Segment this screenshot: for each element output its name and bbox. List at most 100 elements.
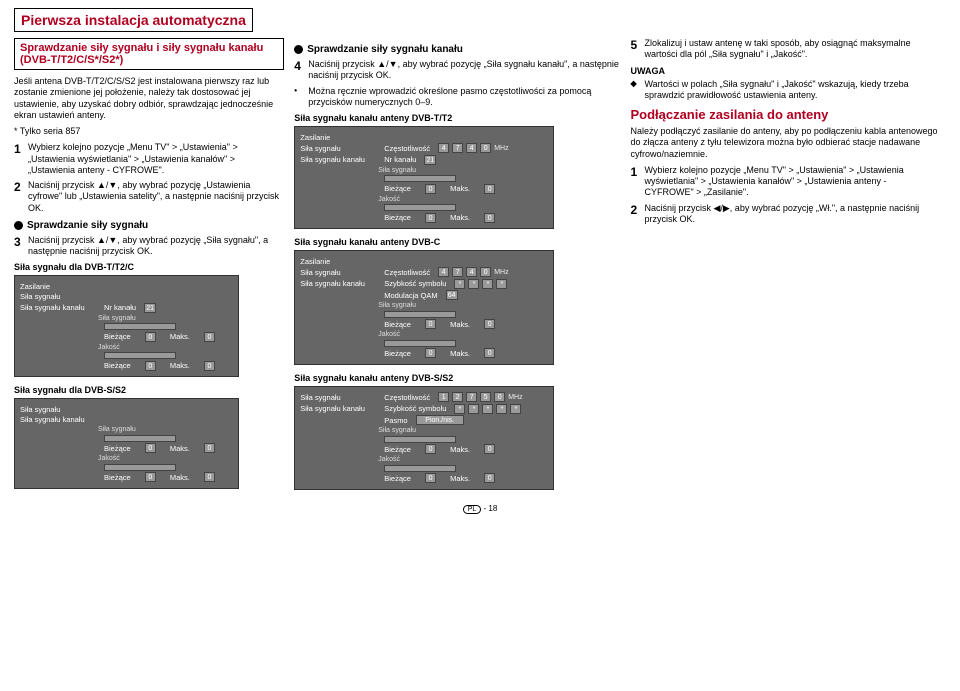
sym-digit: * bbox=[468, 404, 479, 414]
sub-sila: Siła sygnału bbox=[98, 426, 233, 433]
panel-row-sila: Siła sygnału bbox=[300, 393, 378, 402]
signal-bar bbox=[104, 435, 176, 442]
sym-digit: * bbox=[496, 404, 507, 414]
quality-bar bbox=[384, 340, 456, 347]
sym-digit: * bbox=[468, 279, 479, 289]
val: 0 bbox=[204, 443, 215, 453]
val: 0 bbox=[204, 472, 215, 482]
panel-row-silakanal: Siła sygnału kanału bbox=[300, 155, 378, 164]
intro-text: Jeśli antena DVB-T/T2/C/S/S2 jest instal… bbox=[14, 76, 284, 121]
page-number: - 18 bbox=[484, 504, 498, 513]
sym-label: Szybkość symbolu bbox=[384, 404, 446, 413]
sub-sila: Siła sygnału bbox=[378, 427, 548, 434]
val: 0 bbox=[145, 443, 156, 453]
freq-digit: 7 bbox=[466, 392, 477, 402]
biezace-label: Bieżące bbox=[384, 320, 411, 329]
subhead-box: Sprawdzanie siły sygnału i siły sygnału … bbox=[14, 38, 284, 70]
maks-label: Maks. bbox=[170, 332, 190, 341]
val: 0 bbox=[145, 332, 156, 342]
sym-digit: * bbox=[496, 279, 507, 289]
section-label-chan-s: Siła sygnału kanału anteny DVB-S/S2 bbox=[294, 373, 620, 383]
maks-label: Maks. bbox=[170, 361, 190, 370]
pasmo-value: Pion./nis. bbox=[416, 415, 464, 425]
panel-row-zasilanie: Zasilanie bbox=[20, 282, 98, 291]
biezace-label: Bieżące bbox=[104, 473, 131, 482]
panel-dvbs: Siła sygnału Siła sygnału kanału Siła sy… bbox=[14, 398, 239, 489]
sym-digit: * bbox=[510, 404, 521, 414]
section-power-title: Podłączanie zasilania do anteny bbox=[630, 107, 938, 122]
uwaga-head: UWAGA bbox=[630, 66, 938, 76]
val: 0 bbox=[484, 444, 495, 454]
step-text: Naciśnij przycisk ▲/▼, aby wybrać pozycj… bbox=[308, 59, 620, 82]
panel-row-silakanal: Siła sygnału kanału bbox=[20, 415, 98, 424]
biezace-label: Bieżące bbox=[384, 445, 411, 454]
panel-row-sila: Siła sygnału bbox=[300, 268, 378, 277]
note-text: * Tylko seria 857 bbox=[14, 126, 284, 137]
freq-digit: 7 bbox=[452, 267, 463, 277]
freq-digit: 5 bbox=[480, 392, 491, 402]
freq-digit: 7 bbox=[452, 143, 463, 153]
sub-jakosc: Jakość bbox=[98, 344, 233, 351]
maks-label: Maks. bbox=[450, 213, 470, 222]
freq-label: Częstotliwość bbox=[384, 393, 430, 402]
freq-digit: 4 bbox=[466, 267, 477, 277]
val: 0 bbox=[425, 348, 436, 358]
step-4: 4 Naciśnij przycisk ▲/▼, aby wybrać pozy… bbox=[294, 59, 620, 82]
freq-digit: 0 bbox=[480, 143, 491, 153]
maks-label: Maks. bbox=[450, 184, 470, 193]
sym-digit: * bbox=[454, 279, 465, 289]
step-text: Zlokalizuj i ustaw antenę w taki sposób,… bbox=[644, 38, 938, 61]
signal-bar bbox=[384, 175, 456, 182]
maks-label: Maks. bbox=[450, 474, 470, 483]
bullet-label: Sprawdzanie siły sygnału bbox=[27, 220, 148, 231]
step-2: 2 Naciśnij przycisk ▲/▼, aby wybrać pozy… bbox=[14, 180, 284, 214]
freq-label: Częstotliwość bbox=[384, 144, 430, 153]
step-text: Można ręcznie wprowadzić określone pasmo… bbox=[308, 86, 620, 109]
freq-digit: 4 bbox=[438, 143, 449, 153]
val: 0 bbox=[484, 213, 495, 223]
step-5: 5 Zlokalizuj i ustaw antenę w taki sposó… bbox=[630, 38, 938, 61]
sub-jakosc: Jakość bbox=[98, 455, 233, 462]
sym-digit: * bbox=[482, 279, 493, 289]
step-text: Naciśnij przycisk ▲/▼, aby wybrać pozycj… bbox=[28, 235, 284, 258]
biezace-label: Bieżące bbox=[104, 332, 131, 341]
step-text: Wybierz kolejno pozycje „Menu TV" > „Ust… bbox=[644, 165, 938, 199]
panel-row-sila: Siła sygnału bbox=[20, 405, 98, 414]
uwaga-text: Wartości w polach „Siła sygnału" i „Jako… bbox=[644, 79, 938, 102]
maks-label: Maks. bbox=[170, 444, 190, 453]
step-number: 1 bbox=[14, 142, 28, 176]
signal-bar bbox=[384, 436, 456, 443]
qam-label: Modulacja QAM bbox=[384, 291, 437, 300]
qam-value: 64 bbox=[446, 290, 458, 300]
step-number: 1 bbox=[630, 165, 644, 199]
channel-value: 21 bbox=[144, 303, 156, 313]
quality-bar bbox=[384, 204, 456, 211]
r-step-1: 1 Wybierz kolejno pozycje „Menu TV" > „U… bbox=[630, 165, 938, 199]
panel-chan-t: Zasilanie Siła sygnału Częstotliwość 474… bbox=[294, 126, 554, 229]
nr-kanalu-label: Nr kanału bbox=[384, 155, 416, 164]
pasmo-label: Pasmo bbox=[384, 416, 407, 425]
val: 0 bbox=[425, 444, 436, 454]
bullet-icon bbox=[14, 221, 23, 230]
val: 0 bbox=[204, 332, 215, 342]
maks-label: Maks. bbox=[450, 349, 470, 358]
freq-digit: 2 bbox=[452, 392, 463, 402]
freq-digit: 0 bbox=[494, 392, 505, 402]
freq-digit: 1 bbox=[438, 392, 449, 402]
region-badge: PL bbox=[463, 505, 482, 514]
step-4b: • Można ręcznie wprowadzić określone pas… bbox=[294, 86, 620, 109]
freq-digit: 4 bbox=[466, 143, 477, 153]
biezace-label: Bieżące bbox=[384, 474, 411, 483]
sub-sila: Siła sygnału bbox=[378, 167, 548, 174]
sym-label: Szybkość symbolu bbox=[384, 279, 446, 288]
step-1: 1 Wybierz kolejno pozycje „Menu TV" > „U… bbox=[14, 142, 284, 176]
title-text: Pierwsza instalacja automatyczna bbox=[21, 12, 246, 28]
val: 0 bbox=[484, 319, 495, 329]
step-number: 2 bbox=[14, 180, 28, 214]
bullet-label: Sprawdzanie siły sygnału kanału bbox=[307, 44, 463, 55]
quality-bar bbox=[104, 352, 176, 359]
sub-sila: Siła sygnału bbox=[98, 315, 233, 322]
panel-row-silakanal: Siła sygnału kanału bbox=[20, 303, 98, 312]
val: 0 bbox=[425, 184, 436, 194]
signal-bar bbox=[384, 311, 456, 318]
